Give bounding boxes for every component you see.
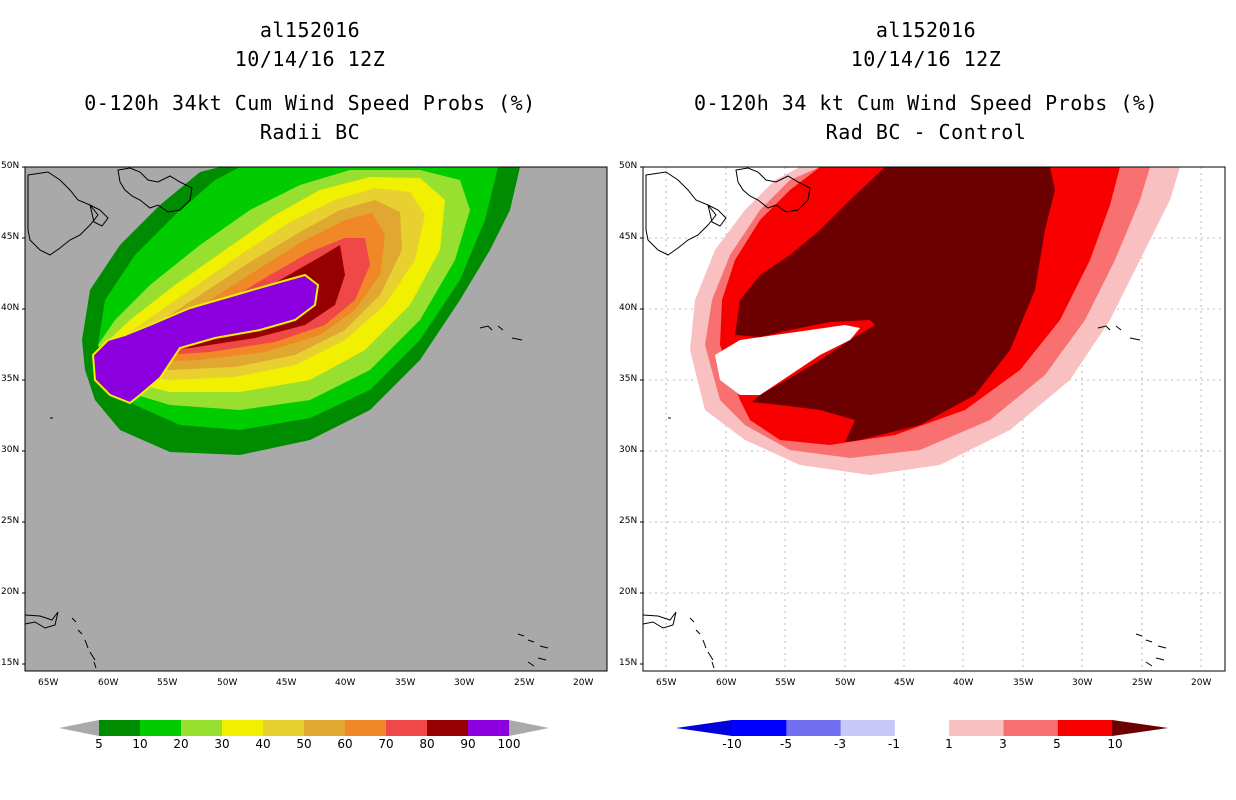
left-colorbar-swatch bbox=[263, 720, 304, 736]
right-map-frame bbox=[642, 166, 1226, 672]
left-colorbar-label: 100 bbox=[497, 737, 521, 751]
left-colorbar-label: 20 bbox=[173, 737, 189, 751]
right-colorbar bbox=[676, 720, 1169, 736]
left-colorbar-label: 90 bbox=[460, 737, 476, 751]
right-colorbar-swatch bbox=[786, 720, 842, 736]
right-colorbar-label: 10 bbox=[1107, 737, 1123, 751]
left-colorbar-swatch bbox=[304, 720, 345, 736]
right-lat-label: 20N bbox=[619, 587, 638, 597]
left-lat-label: 25N bbox=[1, 516, 20, 526]
left-colorbar-swatch bbox=[222, 720, 263, 736]
diff-contour-zero bbox=[715, 325, 860, 395]
left-colorbar-label: 80 bbox=[419, 737, 435, 751]
right-lat-label: 30N bbox=[619, 445, 638, 455]
left-lat-label: 15N bbox=[1, 658, 20, 668]
left-colorbar-label: 40 bbox=[255, 737, 271, 751]
left-map-frame bbox=[24, 166, 608, 672]
right-storm-id: al152016 bbox=[875, 18, 977, 42]
left-lon-label: 45W bbox=[276, 678, 297, 688]
left-colorbar-label: 30 bbox=[214, 737, 230, 751]
left-map-panel bbox=[24, 166, 608, 672]
left-lon-label: 55W bbox=[157, 678, 178, 688]
left-lat-label: 45N bbox=[1, 232, 20, 242]
right-colorbar-lower-extend bbox=[676, 720, 732, 736]
right-colorbar-swatch bbox=[840, 720, 896, 736]
left-lon-label: 50W bbox=[217, 678, 238, 688]
left-lat-label: 30N bbox=[1, 445, 20, 455]
right-lon-label: 30W bbox=[1072, 678, 1093, 688]
right-lon-label: 35W bbox=[1013, 678, 1034, 688]
left-lon-label: 20W bbox=[573, 678, 594, 688]
left-date: 10/14/16 12Z bbox=[234, 47, 386, 71]
left-colorbar-label: 60 bbox=[337, 737, 353, 751]
left-lon-label: 30W bbox=[454, 678, 475, 688]
right-lon-label: 25W bbox=[1132, 678, 1153, 688]
right-colorbar-upper-extend bbox=[1112, 720, 1169, 736]
right-lon-label: 55W bbox=[775, 678, 796, 688]
left-lat-label: 20N bbox=[1, 587, 20, 597]
right-lat-label: 50N bbox=[619, 161, 638, 171]
left-colorbar-swatch bbox=[345, 720, 386, 736]
tick-marks bbox=[22, 166, 643, 665]
right-lon-label: 60W bbox=[716, 678, 737, 688]
right-colorbar-label: -5 bbox=[780, 737, 792, 751]
left-colorbar-swatch bbox=[427, 720, 468, 736]
right-colorbar-label: -1 bbox=[888, 737, 900, 751]
right-lat-label: 25N bbox=[619, 516, 638, 526]
left-colorbar-swatch bbox=[468, 720, 509, 736]
right-lon-label: 65W bbox=[656, 678, 677, 688]
right-colorbar-label: 5 bbox=[1053, 737, 1061, 751]
right-difference-field bbox=[643, 167, 1180, 669]
right-lon-label: 45W bbox=[894, 678, 915, 688]
right-colorbar-swatch bbox=[949, 720, 1004, 736]
left-colorbar-swatch bbox=[140, 720, 181, 736]
right-lat-label: 15N bbox=[619, 658, 638, 668]
right-map-panel bbox=[642, 166, 1226, 672]
left-lat-label: 50N bbox=[1, 161, 20, 171]
right-lat-label: 40N bbox=[619, 303, 638, 313]
right-lat-label: 45N bbox=[619, 232, 638, 242]
right-subtitle: Rad BC - Control bbox=[825, 120, 1027, 144]
left-colorbar-swatch bbox=[99, 720, 140, 736]
left-colorbar-swatch bbox=[386, 720, 427, 736]
left-probability-field bbox=[25, 167, 549, 669]
right-lon-label: 20W bbox=[1191, 678, 1212, 688]
left-storm-id: al152016 bbox=[259, 18, 361, 42]
right-colorbar-label: 3 bbox=[999, 737, 1007, 751]
right-date: 10/14/16 12Z bbox=[850, 47, 1002, 71]
prob-contour-90-100 bbox=[91, 273, 320, 405]
left-lat-label: 40N bbox=[1, 303, 20, 313]
left-lon-label: 35W bbox=[395, 678, 416, 688]
left-colorbar-swatch bbox=[181, 720, 222, 736]
left-lon-label: 65W bbox=[38, 678, 59, 688]
left-lon-label: 60W bbox=[98, 678, 119, 688]
left-colorbar-label: 70 bbox=[378, 737, 394, 751]
left-colorbar bbox=[59, 720, 549, 736]
right-colorbar-swatch bbox=[1003, 720, 1059, 736]
left-colorbar-label: 50 bbox=[296, 737, 312, 751]
right-lon-label: 40W bbox=[953, 678, 974, 688]
right-colorbar-label: -3 bbox=[834, 737, 846, 751]
right-title: 0-120h 34 kt Cum Wind Speed Probs (%) bbox=[693, 91, 1159, 115]
right-lon-label: 50W bbox=[835, 678, 856, 688]
left-lon-label: 25W bbox=[514, 678, 535, 688]
diff-contour-10 bbox=[735, 167, 1055, 442]
right-colorbar-label: 1 bbox=[945, 737, 953, 751]
left-lon-label: 40W bbox=[335, 678, 356, 688]
right-colorbar-swatch bbox=[1057, 720, 1113, 736]
left-subtitle: Radii BC bbox=[259, 120, 361, 144]
left-colorbar-label: 10 bbox=[132, 737, 148, 751]
right-colorbar-swatch bbox=[732, 720, 787, 736]
right-colorbar-label: -10 bbox=[722, 737, 742, 751]
left-colorbar-lower-extend bbox=[59, 720, 99, 736]
left-colorbar-label: 5 bbox=[95, 737, 103, 751]
right-colorbar-swatch bbox=[894, 720, 950, 736]
left-lat-label: 35N bbox=[1, 374, 20, 384]
left-colorbar-upper-extend bbox=[509, 720, 549, 736]
left-title: 0-120h 34kt Cum Wind Speed Probs (%) bbox=[84, 91, 536, 115]
right-lat-label: 35N bbox=[619, 374, 638, 384]
